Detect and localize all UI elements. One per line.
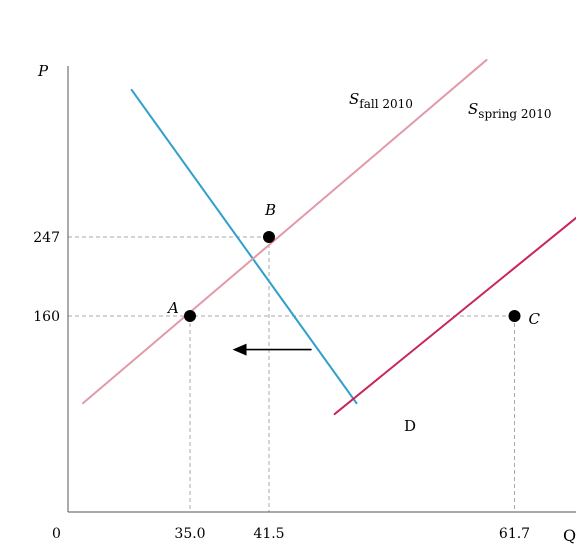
guide-lines [68,236,516,512]
curve-s-spring-2010 [333,216,576,416]
point-b [263,231,276,244]
curve-label-s-fall-2010: Sfall 2010 [349,90,413,111]
axes [67,66,576,513]
point-label-a: A [166,299,179,317]
point-a [184,310,196,322]
y-tick-label-247: 247 [33,230,60,246]
shift-arrow-group [232,343,312,356]
curve-d [130,88,358,405]
curve-label-s-spring-2010: Sspring 2010 [468,100,551,121]
y-axis-label: P [37,62,49,80]
curve-label-subscript: fall 2010 [359,97,413,111]
curves [82,58,576,416]
curve-label-main: S [349,90,359,108]
x-tick-label-41.5: 41.5 [253,526,284,542]
y-tick-label-160: 160 [33,309,60,325]
point-label-b: B [264,201,276,219]
x-tick-label-61.7: 61.7 [499,526,530,542]
curve-label-main: S [468,100,478,118]
curve-s-fall-2010 [82,58,488,405]
point-c [508,310,521,322]
equilibrium-points [184,231,521,322]
x-axis-label: Q [563,526,576,545]
curve-label-d: D [404,417,416,435]
curve-label-main: D [404,417,416,435]
x-tick-label-35.0: 35.0 [174,526,205,542]
curve-label-subscript: spring 2010 [478,107,551,121]
origin-label: 0 [52,526,61,542]
shift-arrow-head [232,343,247,356]
point-label-c: C [529,310,541,328]
